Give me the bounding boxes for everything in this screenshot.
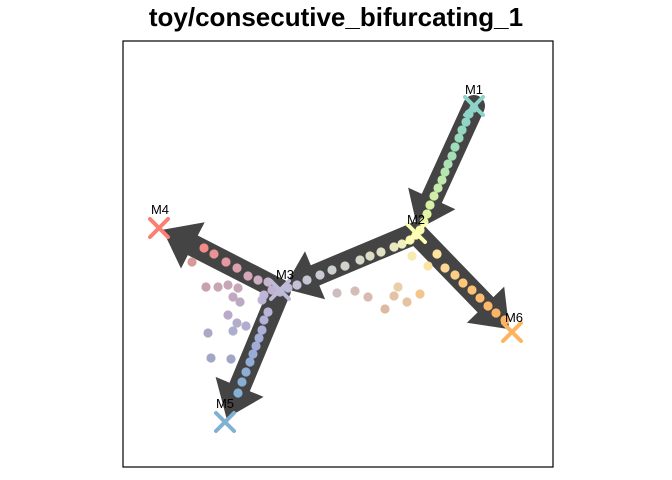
cell-point bbox=[407, 251, 417, 261]
cell-point bbox=[232, 263, 242, 273]
milestone-m6: M6 bbox=[501, 310, 523, 343]
milestone-cross-icon bbox=[501, 321, 523, 343]
milestone-cross-icon bbox=[269, 279, 291, 301]
cell-point bbox=[461, 117, 471, 127]
cell-point bbox=[257, 325, 267, 335]
cell-point bbox=[206, 353, 216, 363]
cell-point bbox=[380, 304, 390, 314]
cell-point bbox=[237, 377, 247, 387]
cell-point bbox=[454, 133, 464, 143]
milestone-label-m4: M4 bbox=[151, 202, 169, 217]
cell-point bbox=[292, 280, 302, 290]
cell-point bbox=[228, 292, 238, 302]
cell-point bbox=[443, 159, 453, 169]
cell-point bbox=[327, 265, 337, 275]
cell-point bbox=[241, 367, 251, 377]
cell-point bbox=[233, 283, 243, 293]
cell-point bbox=[389, 242, 399, 252]
cell-point bbox=[332, 288, 342, 298]
cell-point bbox=[245, 357, 255, 367]
milestone-label-m3: M3 bbox=[276, 267, 294, 282]
milestone-m3: M3 bbox=[269, 267, 294, 301]
cell-point bbox=[232, 318, 242, 328]
milestone-label-m2: M2 bbox=[407, 212, 425, 227]
cell-point bbox=[425, 200, 435, 210]
cell-point bbox=[422, 209, 432, 219]
cell-point bbox=[251, 341, 261, 351]
cell-point bbox=[437, 175, 447, 185]
cell-point bbox=[350, 286, 360, 296]
cell-point bbox=[491, 308, 501, 318]
cell-point bbox=[302, 275, 312, 285]
cell-point bbox=[263, 307, 273, 317]
plot-frame bbox=[122, 40, 554, 468]
cell-point bbox=[450, 142, 460, 152]
cell-point bbox=[397, 239, 407, 249]
cell-point bbox=[226, 354, 236, 364]
cell-point bbox=[429, 191, 439, 201]
cell-point bbox=[376, 247, 386, 257]
cell-point bbox=[393, 282, 403, 292]
milestone-markers: M1 M2 M3 M4 M5 M6 bbox=[148, 82, 523, 433]
cell-point bbox=[221, 257, 231, 267]
cell-point bbox=[457, 125, 467, 135]
milestone-m2: M2 bbox=[405, 212, 427, 244]
cell-point bbox=[483, 301, 493, 311]
cell-point bbox=[254, 333, 264, 343]
cell-point bbox=[450, 270, 460, 280]
cell-point bbox=[233, 388, 243, 398]
cell-point bbox=[223, 310, 233, 320]
cell-point bbox=[440, 167, 450, 177]
cell-point bbox=[213, 282, 223, 292]
cell-point bbox=[363, 292, 373, 302]
cell-point bbox=[223, 280, 233, 290]
milestone-label-m6: M6 bbox=[505, 310, 523, 325]
cell-point bbox=[235, 297, 245, 307]
cell-point bbox=[257, 295, 267, 305]
cell-point bbox=[340, 261, 350, 271]
milestone-label-m5: M5 bbox=[216, 396, 234, 411]
milestone-m1: M1 bbox=[463, 82, 485, 117]
cell-point bbox=[475, 293, 485, 303]
cell-point bbox=[259, 315, 269, 325]
cell-point bbox=[447, 151, 457, 161]
edge-M2-M3 bbox=[283, 222, 421, 300]
cell-point bbox=[365, 251, 375, 261]
cell-point bbox=[209, 249, 219, 259]
milestone-m4: M4 bbox=[148, 202, 170, 239]
milestone-m5: M5 bbox=[214, 396, 236, 433]
milestone-cross-icon bbox=[405, 222, 427, 244]
cell-point bbox=[467, 285, 477, 295]
cell-point bbox=[248, 349, 258, 359]
cell-point bbox=[415, 289, 425, 299]
cell-point bbox=[432, 249, 442, 259]
cell-point bbox=[423, 261, 433, 271]
cell-point bbox=[241, 321, 251, 331]
cell-point bbox=[402, 297, 412, 307]
cell-point bbox=[201, 282, 211, 292]
milestone-cross-icon bbox=[214, 411, 236, 433]
cell-point bbox=[433, 183, 443, 193]
cell-points bbox=[187, 103, 510, 398]
cell-point bbox=[458, 278, 468, 288]
cell-point bbox=[389, 291, 399, 301]
cell-point bbox=[315, 270, 325, 280]
cell-point bbox=[199, 243, 209, 253]
plot-title: toy/consecutive_bifurcating_1 bbox=[148, 2, 524, 32]
cell-point bbox=[228, 326, 238, 336]
cell-point bbox=[253, 275, 263, 285]
cell-point bbox=[187, 257, 197, 267]
milestone-cross-icon bbox=[148, 217, 170, 239]
cell-point bbox=[440, 263, 450, 273]
cell-point bbox=[267, 285, 277, 295]
cell-point bbox=[203, 328, 213, 338]
cell-point bbox=[243, 271, 253, 281]
milestone-label-m1: M1 bbox=[465, 82, 483, 97]
milestone-cross-icon bbox=[463, 95, 485, 117]
cell-point bbox=[355, 255, 365, 265]
